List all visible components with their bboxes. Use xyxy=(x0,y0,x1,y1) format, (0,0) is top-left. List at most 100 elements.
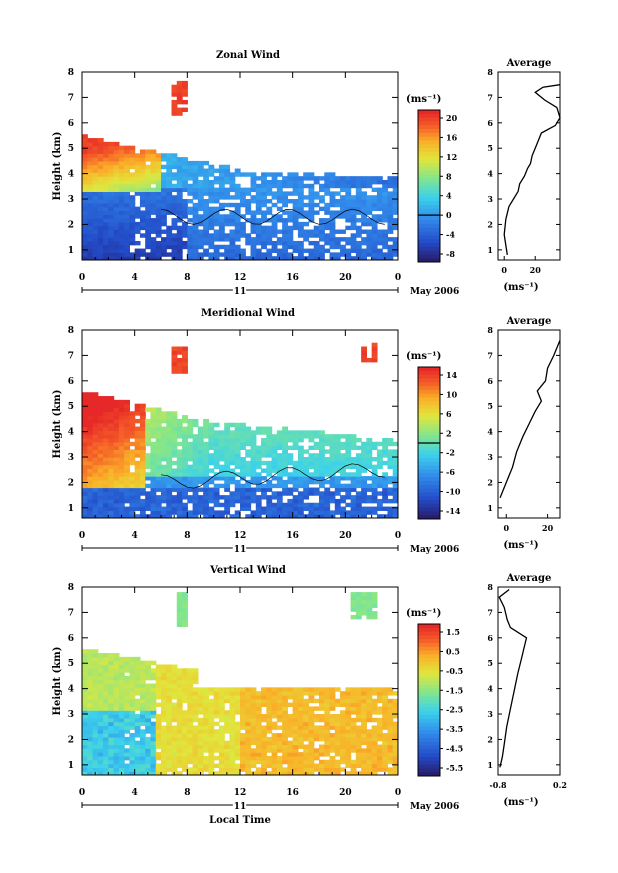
heatmap-cell xyxy=(124,187,130,193)
heatmap-cell xyxy=(145,502,152,508)
heatmap-cell xyxy=(97,468,104,473)
colorbar-swatch xyxy=(418,673,440,678)
heatmap-cell xyxy=(187,187,194,193)
heatmap-cell xyxy=(261,767,267,772)
heatmap-cell xyxy=(129,449,136,454)
heatmap-cell xyxy=(92,460,99,466)
heatmap-cell xyxy=(266,744,273,749)
heatmap-cell xyxy=(255,710,262,715)
heatmap-cell xyxy=(329,191,336,196)
heatmap-cell xyxy=(92,476,99,481)
heatmap-cell xyxy=(297,729,304,734)
heatmap-cell xyxy=(271,495,278,500)
heatmap-cell xyxy=(303,464,310,470)
heatmap-cell xyxy=(392,457,398,462)
heatmap-cell xyxy=(382,237,389,242)
heatmap-cell xyxy=(203,755,209,761)
heatmap-cell xyxy=(182,168,188,173)
heatmap-cell xyxy=(118,679,125,685)
heatmap-cell xyxy=(97,733,104,738)
heatmap-cell xyxy=(303,214,310,219)
heatmap-cell xyxy=(192,453,199,458)
heatmap-cell xyxy=(392,495,398,500)
heatmap-cell xyxy=(245,698,252,704)
heatmap-cell xyxy=(171,668,178,673)
heatmap-cell xyxy=(308,487,315,492)
heatmap-cell xyxy=(150,206,157,212)
heatmap-cell xyxy=(118,710,125,715)
heatmap-cell xyxy=(208,736,215,742)
heatmap-cell xyxy=(124,740,130,746)
heatmap-cell xyxy=(345,240,352,246)
heatmap-cell xyxy=(398,218,404,222)
heatmap-cell xyxy=(387,195,394,200)
heatmap-cell xyxy=(108,710,115,715)
heatmap-cell xyxy=(297,771,304,775)
colorbar-tick-label: -5.5 xyxy=(446,763,463,773)
heatmap-cell xyxy=(303,221,310,227)
heatmap-cell xyxy=(203,763,209,768)
heatmap-cell xyxy=(150,441,157,447)
heatmap-cell xyxy=(197,702,204,708)
heatmap-cell xyxy=(355,210,362,215)
heatmap-cell xyxy=(192,483,199,489)
heatmap-cell xyxy=(224,483,231,489)
heatmap-cell xyxy=(150,514,157,518)
heatmap-cell xyxy=(208,748,215,753)
heatmap-cell xyxy=(166,687,173,692)
heatmap-cell xyxy=(319,717,325,723)
colorbar-swatch xyxy=(418,117,440,122)
colorbar-swatch xyxy=(418,189,440,195)
heatmap-cell xyxy=(213,687,220,692)
heatmap-cell xyxy=(203,453,209,458)
heatmap-cell xyxy=(87,744,94,749)
colorbar-tick-label: -2.5 xyxy=(446,705,463,715)
heatmap-cell xyxy=(366,453,373,458)
heatmap-cell xyxy=(282,229,288,234)
heatmap-cell xyxy=(329,759,336,765)
heatmap-cell xyxy=(176,679,183,685)
heatmap-cell xyxy=(197,179,204,185)
heatmap-cell xyxy=(334,771,341,775)
heatmap-cell xyxy=(371,441,378,447)
heatmap-cell xyxy=(124,248,130,253)
heatmap-cell xyxy=(292,206,299,212)
heatmap-cell xyxy=(208,744,215,749)
heatmap-cell xyxy=(261,752,267,757)
heatmap-cell xyxy=(197,183,204,189)
heatmap-cell xyxy=(271,687,278,692)
heatmap-cell xyxy=(324,710,331,715)
heatmap-cell xyxy=(382,199,389,204)
heatmap-cell xyxy=(97,237,104,242)
heatmap-cell xyxy=(108,771,115,775)
heatmap-cell xyxy=(355,460,362,466)
heatmap-cell xyxy=(166,491,173,496)
colorbar-swatch xyxy=(418,243,440,248)
heatmap-cell xyxy=(276,767,283,772)
heatmap-cell xyxy=(97,502,104,508)
heatmap-cell xyxy=(276,698,283,704)
heatmap-cell xyxy=(166,714,173,719)
heatmap-cell xyxy=(171,195,178,200)
heatmap-cell xyxy=(234,710,241,715)
colorbar-swatch xyxy=(418,420,440,425)
heatmap-cell xyxy=(129,199,136,204)
heatmap-cell xyxy=(176,84,183,90)
heatmap-cell xyxy=(161,191,167,196)
heatmap-cell xyxy=(203,202,209,208)
heatmap-cell xyxy=(355,729,362,734)
heatmap-cell xyxy=(319,183,325,189)
heatmap-cell xyxy=(176,237,183,242)
heatmap-cell xyxy=(182,622,188,627)
heatmap-cell xyxy=(350,183,357,189)
heatmap-cell xyxy=(87,218,94,223)
heatmap-cell xyxy=(203,422,209,428)
heatmap-cell xyxy=(87,714,94,719)
heatmap-cell xyxy=(192,237,199,242)
heatmap-cell xyxy=(308,506,315,511)
heatmap-cell xyxy=(382,702,389,708)
heatmap-cell xyxy=(145,729,152,734)
heatmap-cell xyxy=(387,714,394,719)
heatmap-cell xyxy=(155,506,162,511)
heatmap-cell xyxy=(371,342,378,348)
